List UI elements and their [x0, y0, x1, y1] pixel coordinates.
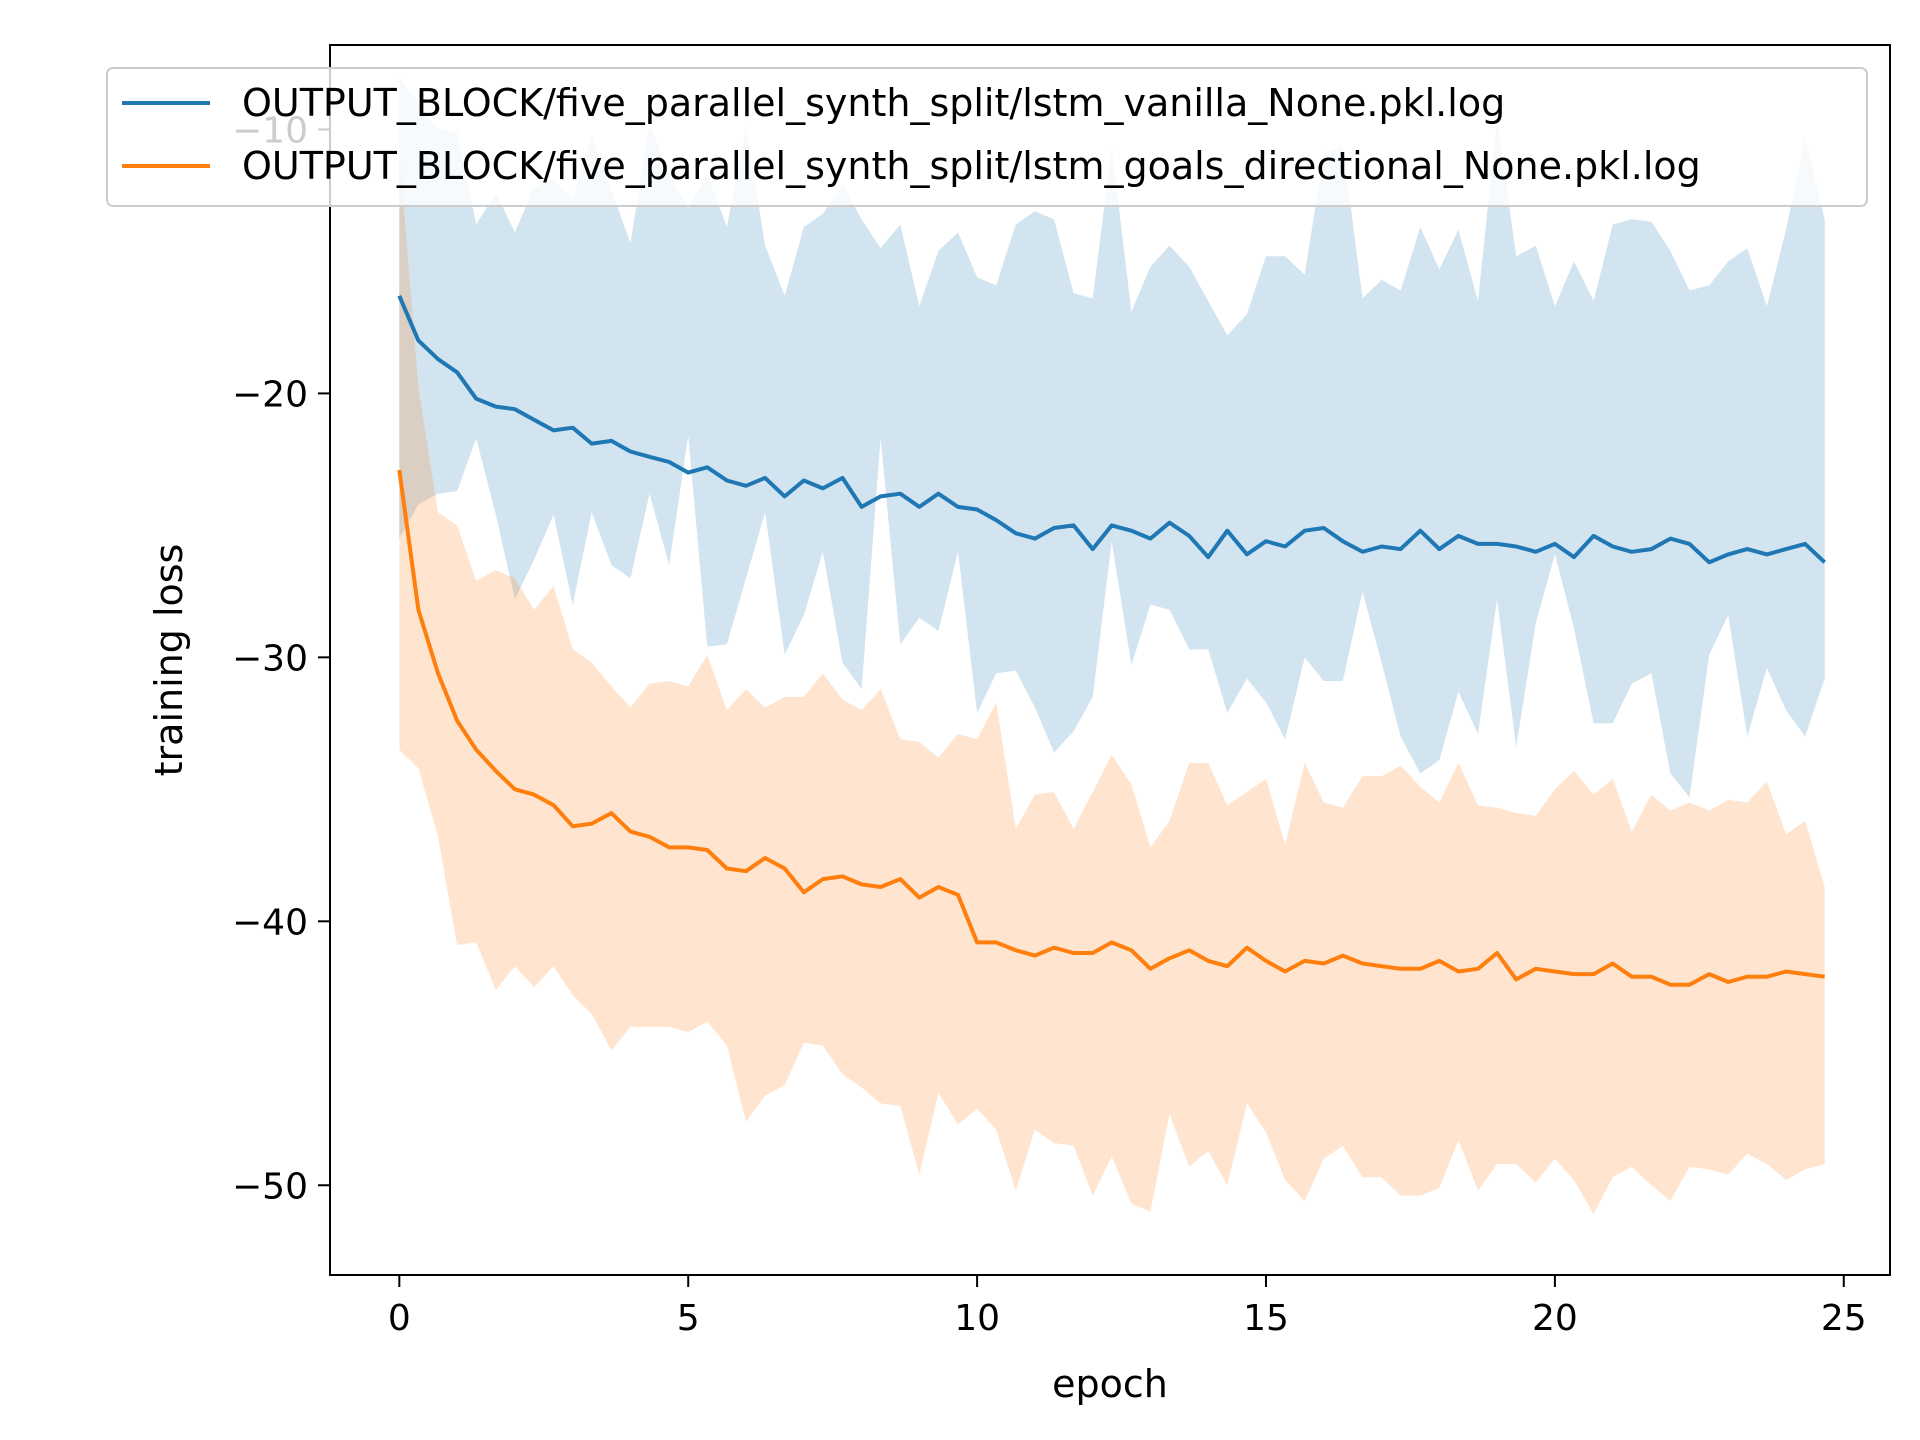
x-tick-label: 25 [1821, 1298, 1867, 1339]
x-tick-label: 15 [1243, 1298, 1289, 1339]
y-tick-label: −20 [232, 374, 308, 415]
x-axis-label: epoch [1052, 1362, 1168, 1406]
legend-label-goals-directional: OUTPUT_BLOCK/five_parallel_synth_split/l… [242, 144, 1701, 188]
line-goals-directional [397, 469, 1825, 987]
y-axis-label: training loss [147, 544, 191, 777]
x-tick-label: 10 [954, 1298, 1000, 1339]
y-tick-label: −50 [232, 1166, 308, 1207]
y-tick-label: −30 [232, 638, 308, 679]
plot-frame [329, 44, 1891, 1276]
band-goals-directional [399, 150, 1825, 1215]
legend-label-vanilla: OUTPUT_BLOCK/five_parallel_synth_split/l… [242, 81, 1505, 125]
x-tick-label: 20 [1532, 1298, 1578, 1339]
y-tick-label: −40 [232, 902, 308, 943]
line-vanilla [397, 295, 1827, 565]
band-vanilla [399, 76, 1825, 798]
legend-box [106, 67, 1868, 207]
x-axis: 0 5 10 15 20 25 [388, 1275, 1867, 1339]
legend: OUTPUT_BLOCK/five_parallel_synth_split/l… [106, 67, 1868, 207]
x-tick-label: 5 [677, 1298, 700, 1339]
x-tick-label: 0 [388, 1298, 411, 1339]
confidence-bands [399, 76, 1825, 1215]
series-lines [397, 295, 1827, 987]
